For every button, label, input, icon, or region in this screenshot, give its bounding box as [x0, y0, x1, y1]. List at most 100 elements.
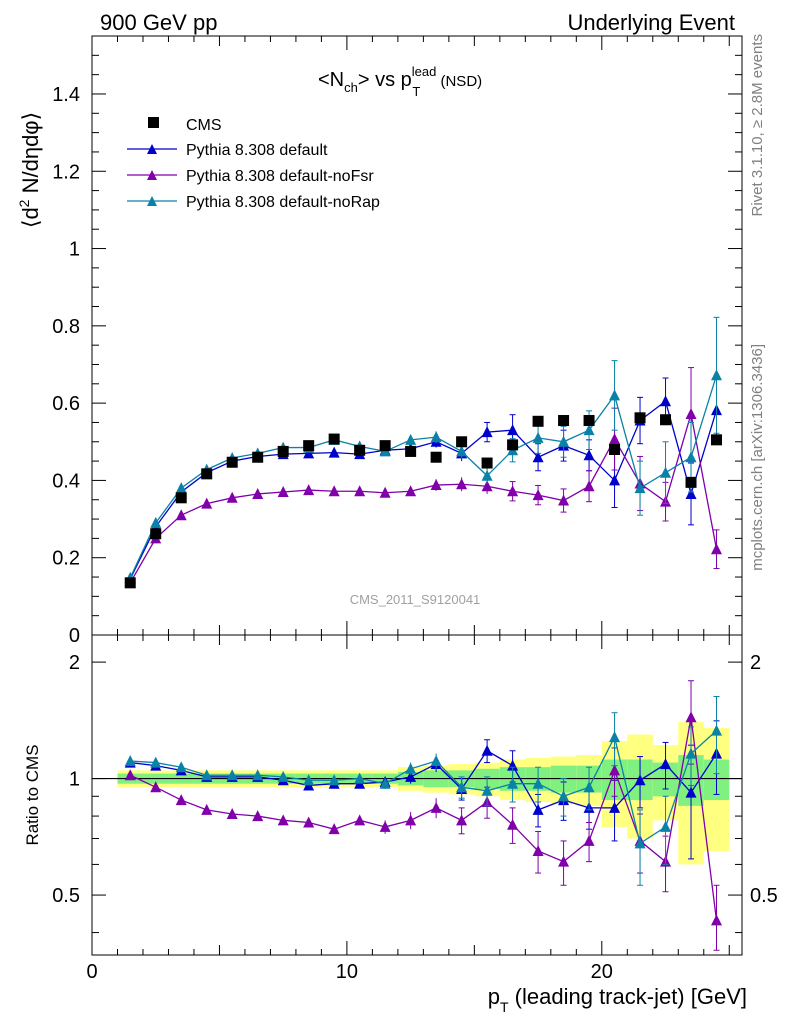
ratio-point [354, 814, 366, 826]
cms-data-point [124, 577, 136, 589]
ratio-point [634, 837, 646, 849]
cms-data-point [354, 444, 366, 456]
y-tick-label-ratio-right: 0.5 [750, 885, 778, 907]
data-point [328, 485, 340, 497]
cms-data-point [379, 440, 391, 452]
ratio-point [405, 770, 417, 782]
data-point [175, 509, 187, 521]
data-point [558, 435, 570, 447]
title-sub2: T [412, 84, 420, 99]
data-point [481, 469, 493, 481]
ratio-point [150, 756, 162, 768]
ratio-point [201, 803, 213, 815]
y-tick-label-top: 0.8 [52, 316, 80, 338]
legend-label-cms: CMS [186, 117, 222, 134]
ylabel-open: ⟨d [18, 207, 43, 228]
legend-marker-norap [147, 196, 157, 206]
x-tick-label: 20 [591, 961, 613, 983]
series-cms [124, 412, 723, 589]
cms-data-point [685, 476, 697, 488]
x-tick-label: 10 [336, 961, 358, 983]
data-point [532, 451, 544, 463]
data-point [226, 491, 238, 503]
ratio-point [711, 724, 723, 736]
y-axis-label-bottom: Ratio to CMS [23, 744, 42, 845]
ratio-point [481, 744, 493, 756]
ratio-point [328, 823, 340, 835]
ratio-series-pythia-8-308-default-norap [124, 695, 723, 886]
chart-title: <Nch> vs plead T (NSD) [318, 64, 482, 99]
data-point [583, 424, 595, 436]
data-point [405, 433, 417, 445]
data-point [430, 431, 442, 443]
data-point [507, 485, 519, 497]
ratio-point [532, 844, 544, 856]
data-point [481, 426, 493, 438]
data-point [634, 482, 646, 494]
data-point [456, 478, 468, 490]
data-point [609, 433, 621, 445]
data-point [660, 395, 672, 407]
ratio-point [660, 758, 672, 770]
cms-data-point [507, 439, 519, 451]
y-tick-label-top: 1.4 [52, 84, 80, 106]
cms-data-point [150, 528, 162, 540]
ratio-point [685, 747, 697, 759]
ratio-point [328, 774, 340, 786]
ratio-point [226, 807, 238, 819]
ratio-point [405, 762, 417, 774]
ratio-point [711, 914, 723, 926]
cms-data-point [405, 445, 417, 457]
data-point [558, 494, 570, 506]
legend-marker-cms [148, 117, 159, 128]
ratio-point [252, 769, 264, 781]
ratio-point [685, 786, 697, 798]
cms-data-point [252, 451, 264, 463]
ratio-point [481, 784, 493, 796]
ratio-point [303, 774, 315, 786]
ratio-point [685, 711, 697, 723]
ratio-point [456, 781, 468, 793]
y-axis-label-top: ⟨d2 N/dηdφ⟩ [16, 112, 43, 228]
ratio-line [130, 730, 717, 845]
y-tick-label-ratio: 2 [69, 652, 80, 674]
y-tick-label-ratio-right: 2 [750, 652, 761, 674]
series-pythia-8-308-default [124, 377, 723, 584]
y-tick-label-top: 0.4 [52, 470, 80, 492]
ratio-point [150, 781, 162, 793]
data-point [456, 445, 468, 457]
header-right: Underlying Event [567, 10, 735, 35]
data-series [124, 316, 723, 951]
analysis-watermark: CMS_2011_S9120041 [350, 592, 481, 607]
rivet-label: Rivet 3.1.10, ≥ 2.8M events [749, 34, 766, 217]
ratio-point [558, 790, 570, 802]
title-mid: > vs p [358, 69, 412, 91]
ratio-point [252, 810, 264, 822]
ratio-point [201, 769, 213, 781]
title-sup: lead [412, 64, 437, 79]
y-tick-label-ratio: 0.5 [52, 885, 80, 907]
ratio-line [130, 749, 718, 811]
ratio-point [532, 777, 544, 789]
data-point [532, 489, 544, 501]
ratio-point [405, 814, 417, 826]
x-axis-label: pT (leading track-jet) [GeV] [488, 984, 747, 1015]
cms-data-point [456, 436, 468, 448]
data-point [711, 543, 723, 555]
title-tail: (NSD) [436, 73, 482, 90]
ratio-point [507, 777, 519, 789]
ratio-panel-frame [91, 634, 743, 956]
ratio-point [558, 855, 570, 867]
ratio-point [124, 769, 136, 781]
cms-data-point [583, 415, 595, 427]
y-tick-label-ratio: 1 [69, 769, 80, 791]
axes: 0 10 20 0 0.2 0.4 0.6 0.8 1 1.2 1.4 0.5 0.5 1 2 2 [52, 35, 778, 983]
data-point [609, 389, 621, 401]
series-line [129, 375, 718, 579]
series-line [129, 400, 718, 580]
data-point [252, 487, 264, 499]
data-point [660, 466, 672, 478]
legend-marker-nofsr [147, 170, 157, 180]
legend: CMS Pythia 8.308 default Pythia 8.308 de… [127, 117, 380, 211]
y-tick-label-top: 1.2 [52, 161, 80, 183]
